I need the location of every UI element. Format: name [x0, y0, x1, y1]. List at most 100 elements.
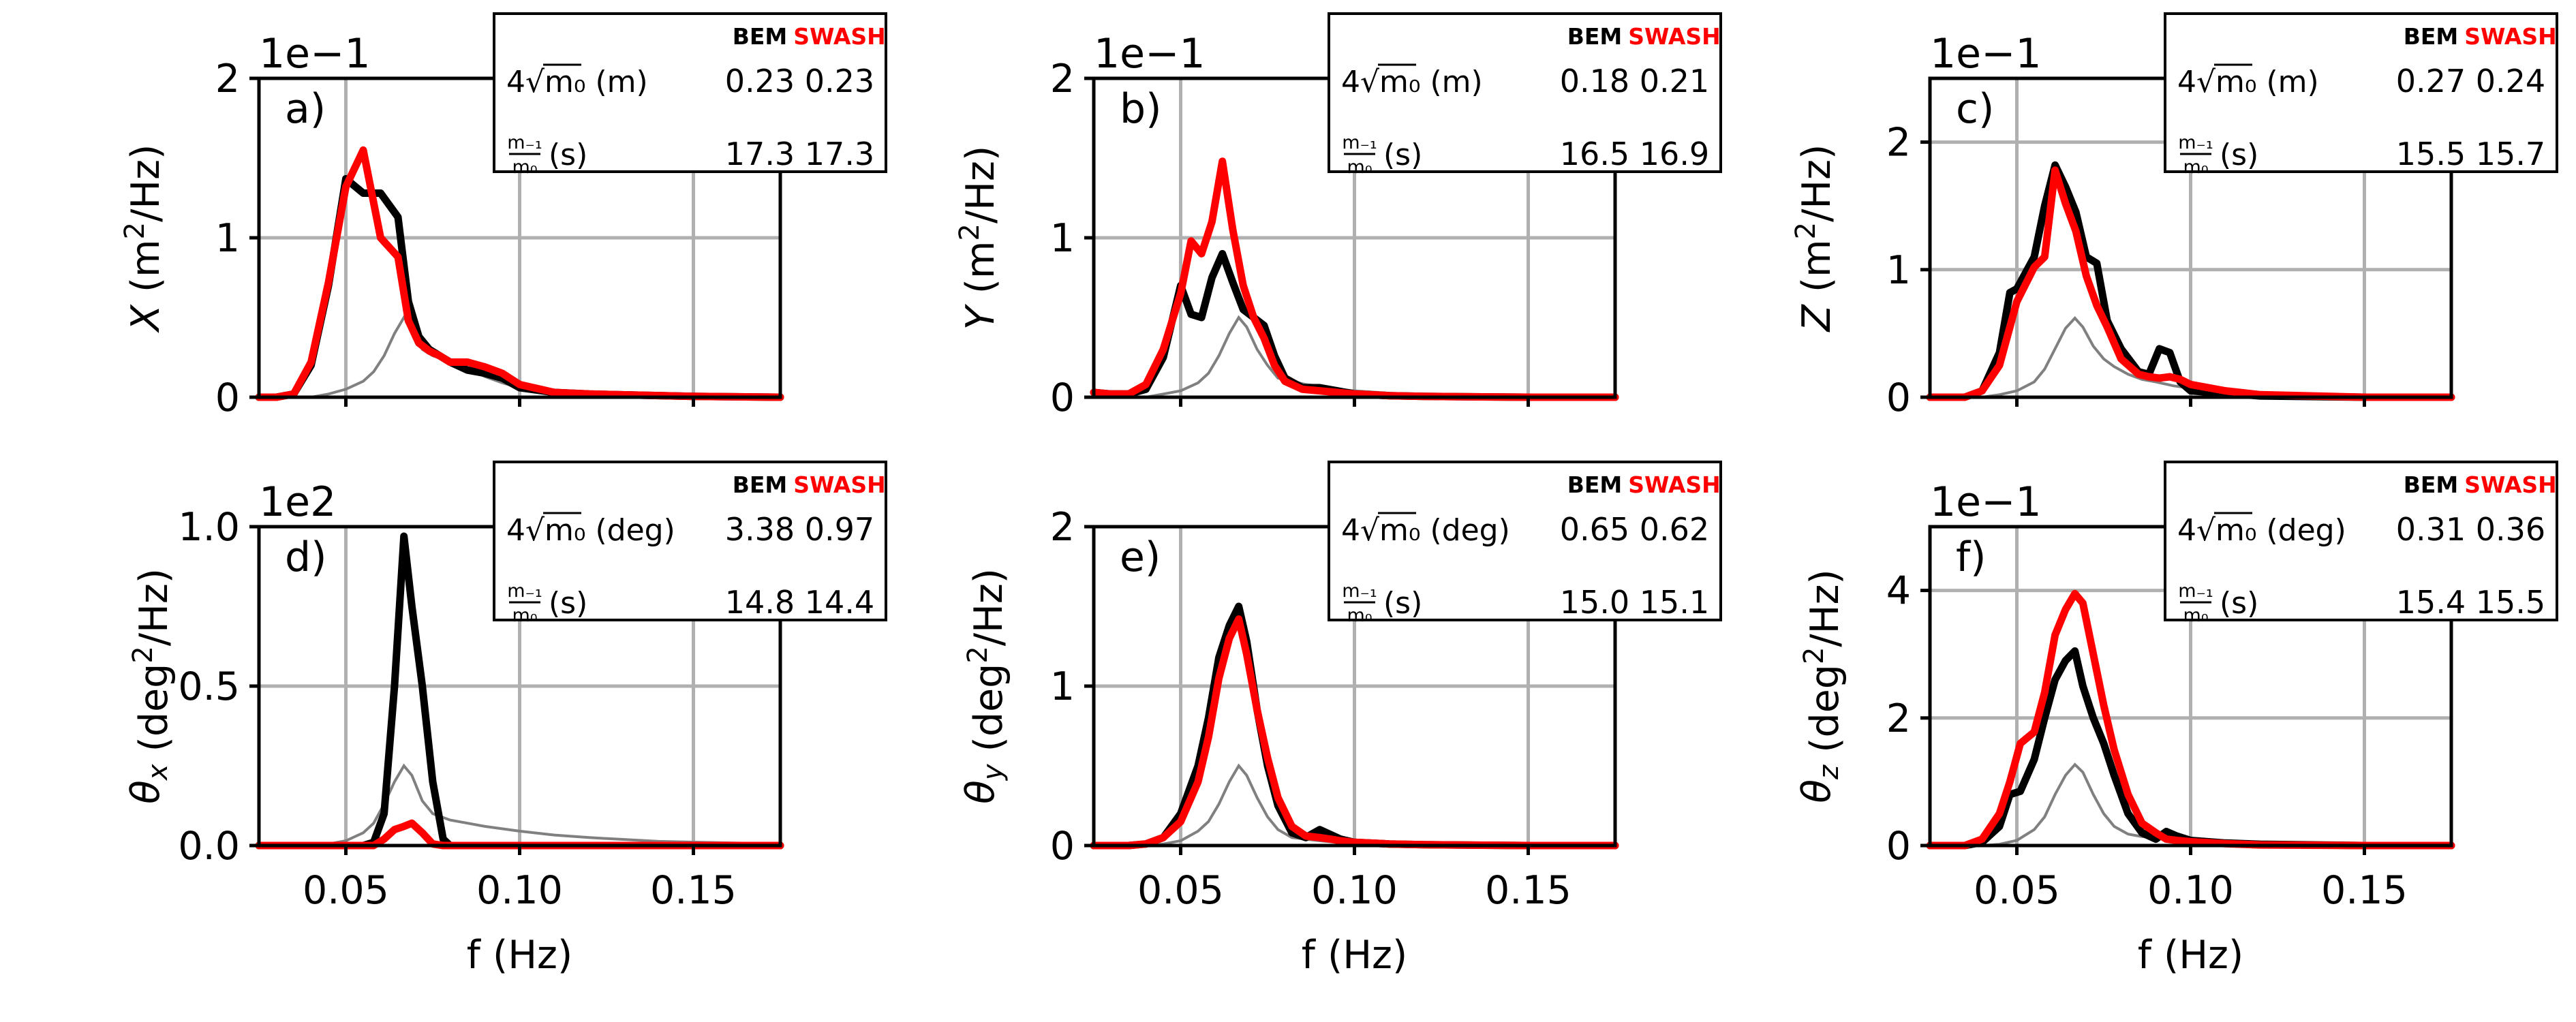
y-tick-label: 0	[1050, 824, 1075, 869]
legend-value-bem: 0.23	[725, 63, 795, 99]
stats-legend: BEM SWASH 4√m₀ (deg) 3.38 0.97 m₋₁ m₀ (s) 14.8 14…	[493, 461, 887, 626]
legend-header-swash: SWASH	[2464, 471, 2557, 498]
y-tick-label: 2	[1050, 57, 1075, 102]
legend-header-bem: BEM	[1567, 471, 1623, 498]
y-tick-label: 2	[1886, 696, 1911, 741]
y-tick-label: 2	[1050, 505, 1075, 550]
panel-label: f)	[1956, 533, 1987, 581]
legend-frac-numerator: m₋₁	[2178, 580, 2213, 602]
subplot-b: 0 1 2 1e−1 b) Y (m2/Hz) BEM SWASH 4√m₀ (m) 0.18 0.…	[954, 12, 1722, 420]
x-tick-label: 0.10	[2147, 868, 2234, 913]
legend-frac-numerator: m₋₁	[507, 580, 542, 602]
legend-row-label-amplitude: 4√m₀ (deg)	[1341, 513, 1510, 548]
legend-frac-numerator: m₋₁	[2178, 132, 2213, 153]
series-line-swash	[1090, 157, 1619, 401]
x-axis-label: f (Hz)	[1302, 933, 1407, 978]
legend-row-label-amplitude: 4√m₀ (m)	[506, 65, 648, 99]
legend-frac-denominator: m₀	[2183, 157, 2208, 178]
stats-legend: BEM SWASH 4√m₀ (m) 0.18 0.21 m₋₁ m₀ (s) 16.5 16.9	[1328, 12, 1722, 178]
legend-frac-numerator: m₋₁	[1342, 580, 1377, 602]
y-tick-label: 0	[1050, 375, 1075, 420]
legend-header-swash: SWASH	[2464, 23, 2557, 50]
legend-value-swash: 15.5	[2476, 584, 2545, 621]
legend-frac-denominator: m₀	[1347, 605, 1372, 626]
legend-value-swash: 0.24	[2476, 63, 2545, 99]
legend-header-swash: SWASH	[1628, 471, 1721, 498]
y-tick-label: 1	[215, 216, 240, 261]
y-tick-label: 1	[1050, 664, 1075, 709]
legend-value-bem: 0.27	[2396, 63, 2466, 99]
legend-value-bem: 14.8	[725, 584, 795, 621]
stats-legend: BEM SWASH 4√m₀ (deg) 0.31 0.36 m₋₁ m₀ (s) 15.4 15…	[2164, 461, 2558, 626]
legend-value-swash: 0.23	[805, 63, 874, 99]
legend-box	[1328, 12, 1722, 173]
legend-header-bem: BEM	[733, 471, 788, 498]
legend-frac-numerator: m₋₁	[507, 132, 542, 153]
x-tick-label: 0.15	[1485, 868, 1571, 913]
panel-label: b)	[1120, 85, 1162, 133]
y-tick-label: 0.0	[178, 824, 240, 869]
legend-header-swash: SWASH	[793, 23, 886, 50]
legend-header-swash: SWASH	[1628, 23, 1721, 50]
legend-row-label-period: (s)	[1383, 586, 1422, 621]
legend-box	[493, 461, 887, 621]
series-line-swash	[1926, 589, 2455, 850]
y-tick-label: 4	[1886, 569, 1911, 614]
panel-label: e)	[1120, 533, 1161, 581]
subplot-a: 0 1 2 1e−1 a) X (m2/Hz) BEM SWASH 4√m₀ (m) 0.23 0.…	[119, 12, 887, 420]
legend-row-label-period: (s)	[549, 138, 587, 172]
y-tick-label: 2	[1886, 121, 1911, 166]
panel-label: a)	[285, 85, 326, 133]
legend-row-label-period: (s)	[549, 586, 587, 621]
legend-header-bem: BEM	[1567, 23, 1623, 50]
legend-value-swash: 15.1	[1640, 584, 1709, 621]
x-tick-label: 0.15	[2321, 868, 2408, 913]
legend-frac-denominator: m₀	[1347, 157, 1372, 178]
y-axis-label: X (m2/Hz)	[119, 144, 168, 334]
legend-row-label-period: (s)	[2220, 586, 2258, 621]
legend-box	[2164, 12, 2558, 173]
legend-value-bem: 15.5	[2396, 136, 2466, 172]
legend-row-label-amplitude: 4√m₀ (m)	[2177, 65, 2319, 99]
legend-row-label-amplitude: 4√m₀ (m)	[1341, 65, 1483, 99]
y-axis-label: θz (deg2/Hz)	[1794, 569, 1847, 803]
axis-offset-text: 1e2	[259, 478, 336, 526]
subplot-f: 0.05 0.10 0.15 0 2 4 1e−1 f) f (Hz) θz (deg2/Hz) B…	[1794, 461, 2558, 978]
x-tick-label: 0.10	[1311, 868, 1398, 913]
panel-label: d)	[285, 533, 327, 581]
x-tick-label: 0.05	[1974, 868, 2060, 913]
legend-row-label-period: (s)	[2220, 138, 2258, 172]
legend-value-bem: 15.4	[2396, 584, 2466, 621]
stats-legend: BEM SWASH 4√m₀ (m) 0.27 0.24 m₋₁ m₀ (s) 15.5 15.7	[2164, 12, 2558, 178]
legend-value-bem: 17.3	[725, 136, 795, 172]
legend-frac-numerator: m₋₁	[1342, 132, 1377, 153]
legend-header-bem: BEM	[2404, 23, 2459, 50]
x-tick-label: 0.15	[650, 868, 737, 913]
legend-value-swash: 17.3	[805, 136, 874, 172]
legend-frac-denominator: m₀	[512, 157, 537, 178]
axis-offset-text: 1e−1	[1930, 30, 2042, 78]
legend-value-swash: 0.21	[1640, 63, 1709, 99]
axis-offset-text: 1e−1	[1930, 478, 2042, 526]
stats-legend: BEM SWASH 4√m₀ (m) 0.23 0.23 m₋₁ m₀ (s) 17.3 17.3	[493, 12, 887, 178]
legend-value-bem: 0.18	[1560, 63, 1629, 99]
y-axis-label: Z (m2/Hz)	[1790, 144, 1839, 333]
series-line-reference	[259, 763, 781, 847]
legend-header-bem: BEM	[2404, 471, 2459, 498]
legend-row-label-amplitude: 4√m₀ (deg)	[2177, 513, 2346, 548]
series-line-swash	[255, 146, 784, 401]
y-axis-label: Y (m2/Hz)	[954, 146, 1003, 330]
legend-value-swash: 16.9	[1640, 136, 1709, 172]
y-axis-label: θx (deg2/Hz)	[123, 568, 177, 804]
legend-value-bem: 0.65	[1560, 511, 1629, 548]
y-axis-label: θy (deg2/Hz)	[958, 568, 1011, 804]
legend-box	[493, 12, 887, 173]
subplot-d: 0.05 0.10 0.15 0.0 0.5 1.0 1e2 d) f (Hz) θx (deg2…	[123, 461, 887, 978]
axis-offset-text: 1e−1	[259, 30, 371, 78]
legend-row-label-period: (s)	[1383, 138, 1422, 172]
legend-row-label-amplitude: 4√m₀ (deg)	[506, 513, 675, 548]
x-tick-label: 0.05	[1137, 868, 1224, 913]
x-axis-label: f (Hz)	[467, 933, 572, 978]
legend-box	[2164, 461, 2558, 621]
